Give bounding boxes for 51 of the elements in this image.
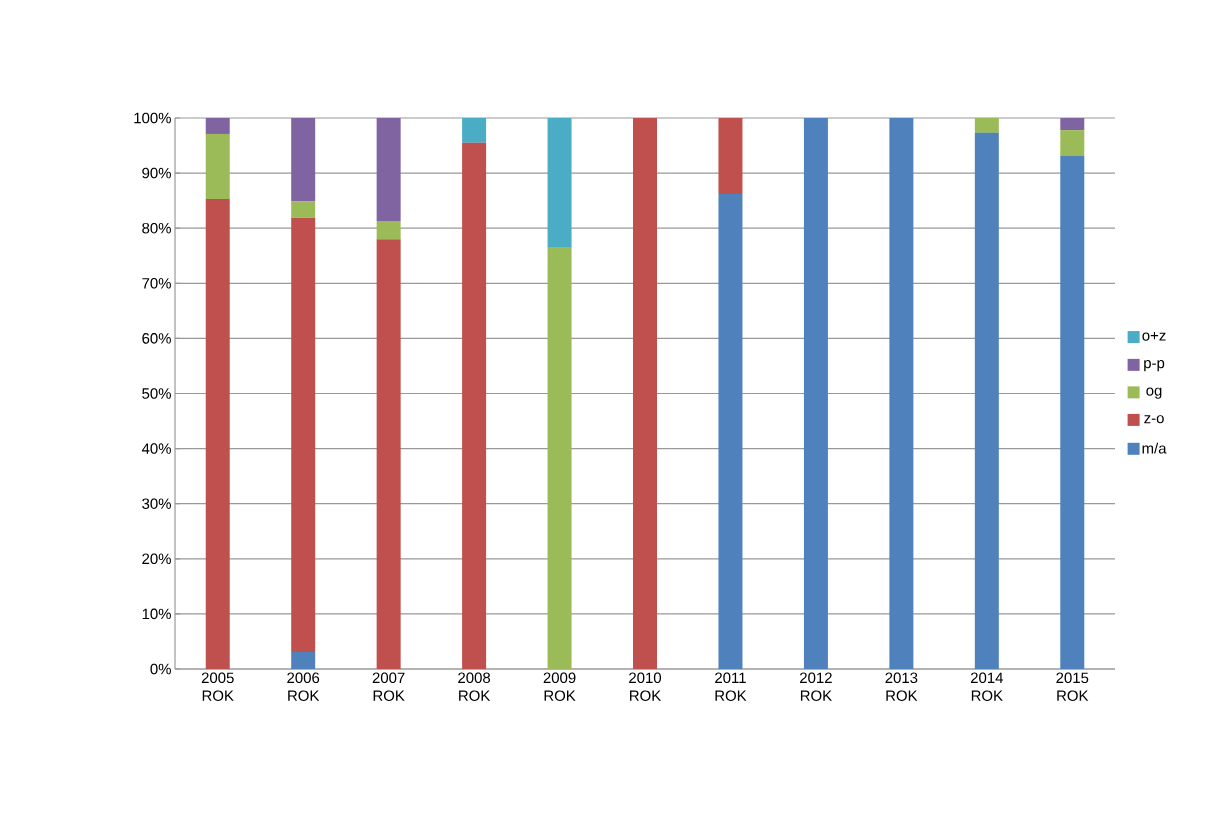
y-tick-label: 90% bbox=[142, 167, 171, 179]
x-tick-label: 2006 ROK bbox=[287, 672, 320, 702]
y-tick-label: 40% bbox=[141, 443, 171, 454]
x-tick-label: 2015 ROK bbox=[1056, 672, 1089, 702]
bar bbox=[376, 239, 401, 669]
y-tick-label: 60% bbox=[142, 333, 171, 344]
y-tick-label: 70% bbox=[142, 277, 171, 289]
x-tick-label: 2014 ROK bbox=[970, 672, 1004, 702]
x-tick-label: 2009 ROK bbox=[543, 672, 576, 702]
y-tick-label: 50% bbox=[142, 388, 171, 399]
x-tick-label: 2010 ROK bbox=[629, 672, 662, 702]
x-tick-label: 2011 ROK bbox=[715, 672, 747, 702]
x-tick-label: 2008 ROK bbox=[458, 672, 491, 702]
bar bbox=[718, 117, 743, 195]
x-tick-label: 2007 ROK bbox=[372, 672, 405, 702]
y-tick-label: 10% bbox=[142, 608, 171, 620]
bar bbox=[291, 201, 316, 218]
bar bbox=[974, 132, 999, 669]
y-tick-label: 0% bbox=[150, 663, 171, 675]
legend-label: z-o bbox=[1144, 415, 1164, 424]
legend-label: m/a bbox=[1142, 442, 1167, 454]
bar bbox=[462, 117, 487, 143]
legend-label: o+z bbox=[1142, 331, 1166, 341]
bar bbox=[205, 117, 230, 134]
x-tick-label: 2013 ROK bbox=[885, 672, 918, 702]
bar bbox=[1060, 117, 1085, 131]
bar bbox=[547, 117, 572, 247]
bar bbox=[803, 117, 828, 669]
bar bbox=[205, 198, 230, 669]
bar bbox=[974, 117, 999, 133]
bar bbox=[718, 194, 743, 669]
bar bbox=[547, 246, 572, 669]
x-tick-label: 2012 ROK bbox=[800, 672, 832, 702]
bar bbox=[633, 117, 658, 669]
x-tick-label: 2005 ROK bbox=[201, 672, 234, 702]
bar bbox=[376, 117, 401, 222]
bar bbox=[291, 651, 316, 669]
bar bbox=[205, 133, 230, 199]
legend-label: og bbox=[1146, 387, 1162, 399]
bar bbox=[1060, 130, 1085, 156]
bar bbox=[376, 221, 401, 240]
legend-label: p-p bbox=[1144, 360, 1165, 372]
bar bbox=[291, 217, 316, 652]
bar bbox=[1060, 156, 1085, 669]
bar bbox=[462, 142, 487, 669]
y-tick-label: 30% bbox=[142, 498, 171, 509]
bar bbox=[889, 117, 914, 669]
y-tick-label: 20% bbox=[142, 553, 171, 565]
y-tick-label: 100% bbox=[134, 112, 171, 124]
y-tick-label: 80% bbox=[142, 222, 171, 234]
bar bbox=[291, 117, 316, 202]
